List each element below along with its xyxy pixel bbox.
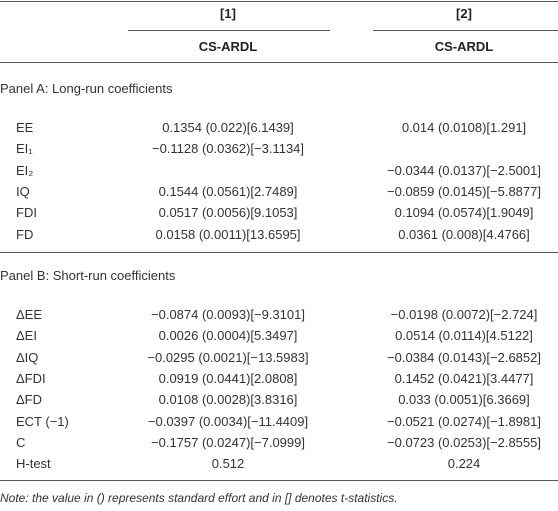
rule <box>0 1 558 2</box>
cell: −0.1128 (0.0362)[−3.1134] <box>151 141 305 157</box>
row-label: ΔFDI <box>16 370 46 386</box>
row-label: IQ <box>16 183 30 199</box>
column-header: [2] <box>456 6 472 21</box>
column-subheader: CS-ARDL <box>198 39 258 54</box>
cell: 0.0158 (0.0011)[13.6595] <box>155 226 301 242</box>
rule <box>0 62 558 63</box>
rule <box>0 252 558 253</box>
row-label: FDI <box>16 205 37 221</box>
note: Note: the value in () represents standar… <box>0 491 398 505</box>
cell: 0.014 (0.0108)[1.291] <box>401 120 527 135</box>
row-label: FD <box>16 226 34 242</box>
cell: −0.0344 (0.0137)[−2.5001] <box>387 162 541 178</box>
rule <box>0 480 558 481</box>
row-label: C <box>16 434 26 450</box>
cell: −0.0521 (0.0274)[−1.8981] <box>387 413 541 429</box>
row-label: ΔEE <box>16 307 43 322</box>
cell: 0.033 (0.0051)[6.3669] <box>398 392 530 408</box>
row-label: ΔFD <box>16 392 43 408</box>
panel-title: Panel B: Short-run coefficients <box>0 268 176 283</box>
cell: 0.1354 (0.022)[6.1439] <box>162 120 294 135</box>
row-label: EI₁ <box>16 141 33 157</box>
cell: −0.0295 (0.0021)[−13.5983] <box>147 349 309 365</box>
cell: 0.1544 (0.0561)[2.7489] <box>158 183 298 199</box>
panel-title: Panel A: Long-run coefficients <box>0 81 173 96</box>
cell: 0.0517 (0.0056)[9.1053] <box>158 205 298 221</box>
column-subheader: CS-ARDL <box>434 39 494 54</box>
cell: −0.0723 (0.0253)[−2.8555] <box>387 434 541 450</box>
cell: −0.1757 (0.0247)[−7.0999] <box>151 434 305 450</box>
cell: 0.1452 (0.0421)[3.4477] <box>394 370 534 386</box>
row-label: EE <box>16 120 34 135</box>
cell: 0.224 <box>447 456 481 472</box>
cell: −0.0874 (0.0093)[−9.3101] <box>151 307 305 322</box>
rule <box>373 30 558 31</box>
cell: 0.0026 (0.0004)[5.3497] <box>158 328 298 344</box>
row-label: ECT (−1) <box>16 413 69 429</box>
cell: −0.0384 (0.0143)[−2.6852] <box>387 349 541 365</box>
cell: 0.512 <box>211 456 245 472</box>
row-label: EI₂ <box>16 162 34 178</box>
cell: 0.0108 (0.0028)[3.8316] <box>158 392 298 408</box>
column-header: [1] <box>220 6 236 21</box>
cell: 0.1094 (0.0574)[1.9049] <box>394 205 534 221</box>
cell: −0.0198 (0.0072)[−2.724] <box>390 307 538 322</box>
cell: 0.0514 (0.0114)[4.5122] <box>395 328 533 344</box>
cell: −0.0859 (0.0145)[−5.8877] <box>387 183 541 199</box>
cell: 0.0919 (0.0441)[2.0808] <box>158 370 298 386</box>
row-label: ΔIQ <box>16 349 39 365</box>
row-label: H-test <box>16 456 51 472</box>
cell: −0.0397 (0.0034)[−11.4409] <box>147 413 309 429</box>
cell: 0.0361 (0.008)[4.4766] <box>398 226 530 242</box>
row-label: ΔEI <box>16 328 37 344</box>
rule <box>128 30 330 31</box>
